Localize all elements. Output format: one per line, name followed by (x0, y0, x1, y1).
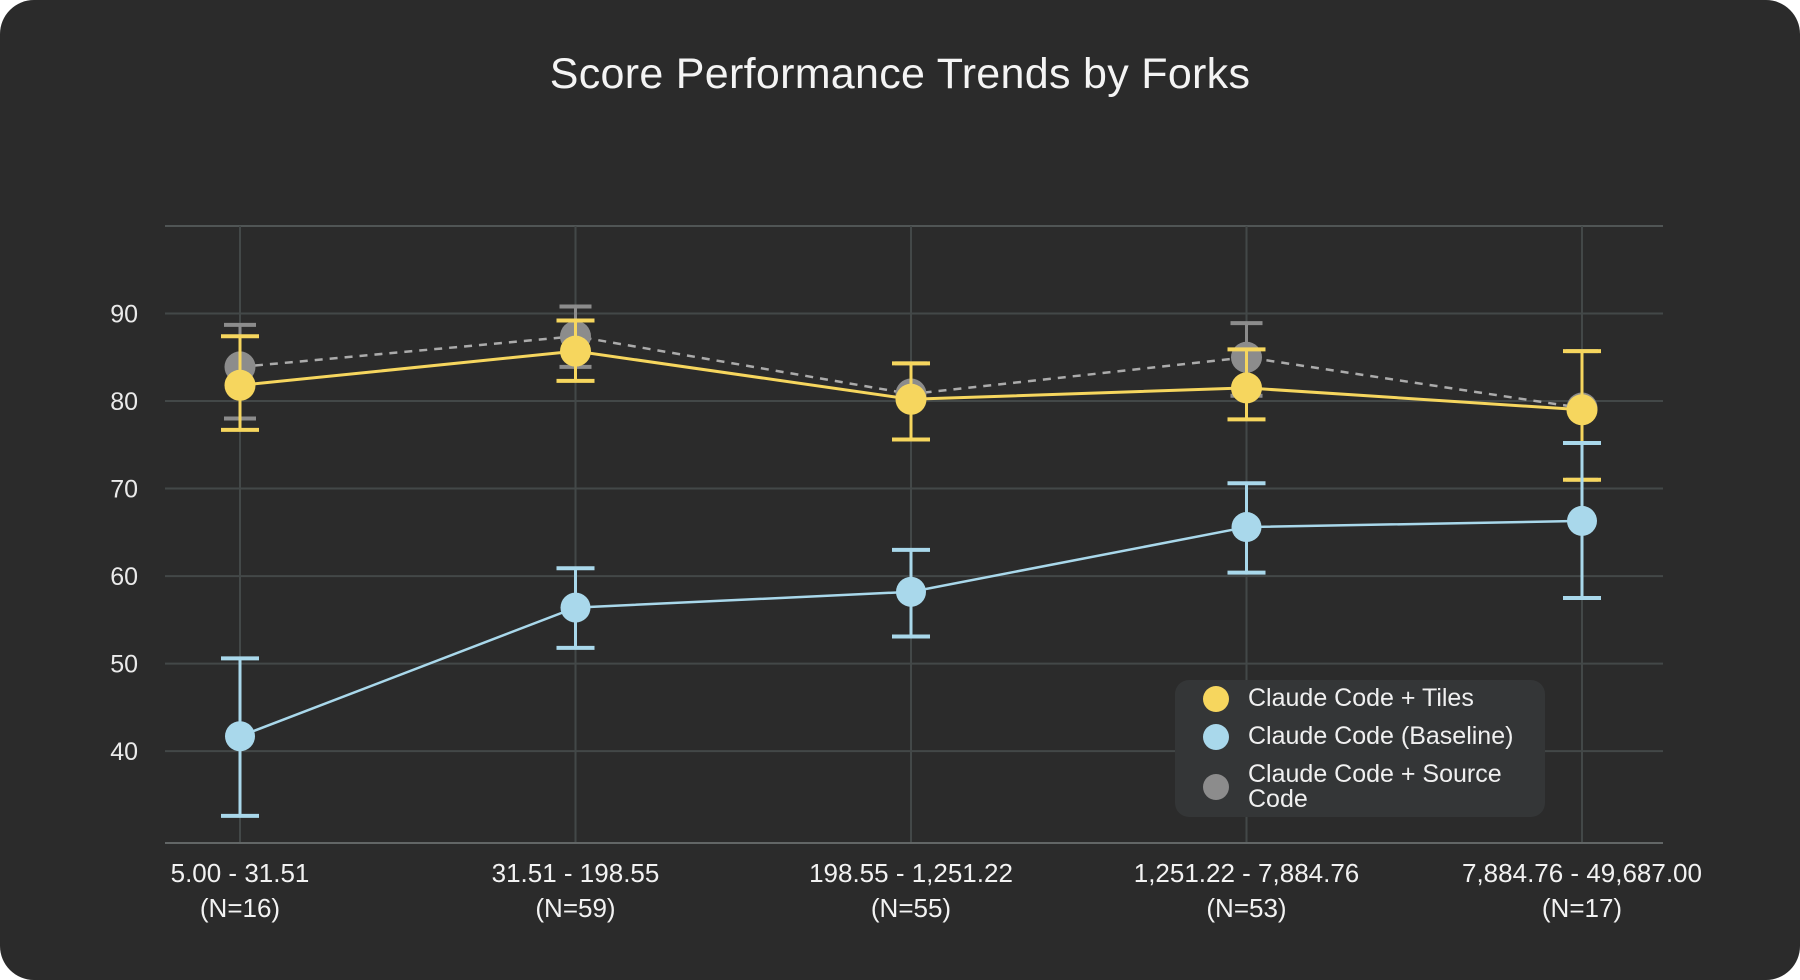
x-tick-range-4: 7,884.76 - 49,687.00 (1462, 858, 1702, 888)
y-tick-label-50: 50 (110, 651, 138, 679)
legend-item-source[interactable]: Claude Code + Source Code (1203, 759, 1545, 813)
baseline-point-0[interactable] (225, 721, 255, 752)
x-tick-n-3: (N=53) (1206, 893, 1286, 923)
x-tick-n-0: (N=16) (200, 893, 280, 923)
baseline-legend-dot-icon (1203, 723, 1229, 750)
tiles-point-3[interactable] (1231, 372, 1262, 404)
y-tick-label-40: 40 (110, 738, 138, 766)
tiles-point-2[interactable] (895, 383, 927, 415)
x-tick-range-2: 198.55 - 1,251.22 (809, 858, 1013, 888)
baseline-point-2[interactable] (896, 576, 926, 607)
tiles-legend-dot-icon (1203, 685, 1229, 712)
chart-title: Score Performance Trends by Forks (549, 50, 1251, 98)
x-tick-range-0: 5.00 - 31.51 (171, 858, 310, 888)
source-legend-dot-icon (1203, 773, 1229, 800)
x-tick-range-1: 31.51 - 198.55 (492, 858, 660, 888)
x-tick-n-1: (N=59) (535, 893, 615, 923)
baseline-point-4[interactable] (1567, 505, 1597, 536)
x-tick-n-4: (N=17) (1542, 893, 1622, 923)
y-tick-label-70: 70 (110, 476, 138, 504)
legend-item-baseline[interactable]: Claude Code (Baseline) (1203, 722, 1545, 750)
legend: Claude Code + Tiles Claude Code (Baselin… (1175, 680, 1545, 817)
legend-label-baseline: Claude Code (Baseline) (1248, 722, 1514, 750)
x-tick-n-2: (N=55) (871, 893, 951, 923)
baseline-point-3[interactable] (1231, 512, 1262, 543)
baseline-point-1[interactable] (560, 592, 591, 623)
tiles-point-1[interactable] (560, 335, 591, 367)
legend-label-tiles: Claude Code + Tiles (1248, 684, 1474, 712)
x-tick-range-3: 1,251.22 - 7,884.76 (1134, 858, 1360, 888)
tiles-point-0[interactable] (224, 369, 256, 401)
y-tick-label-80: 80 (110, 388, 138, 416)
tiles-point-4[interactable] (1566, 394, 1598, 426)
y-tick-label-60: 60 (110, 563, 138, 591)
y-tick-label-90: 90 (110, 301, 138, 329)
legend-item-tiles[interactable]: Claude Code + Tiles (1203, 684, 1545, 712)
legend-label-source: Claude Code + Source Code (1248, 759, 1502, 813)
